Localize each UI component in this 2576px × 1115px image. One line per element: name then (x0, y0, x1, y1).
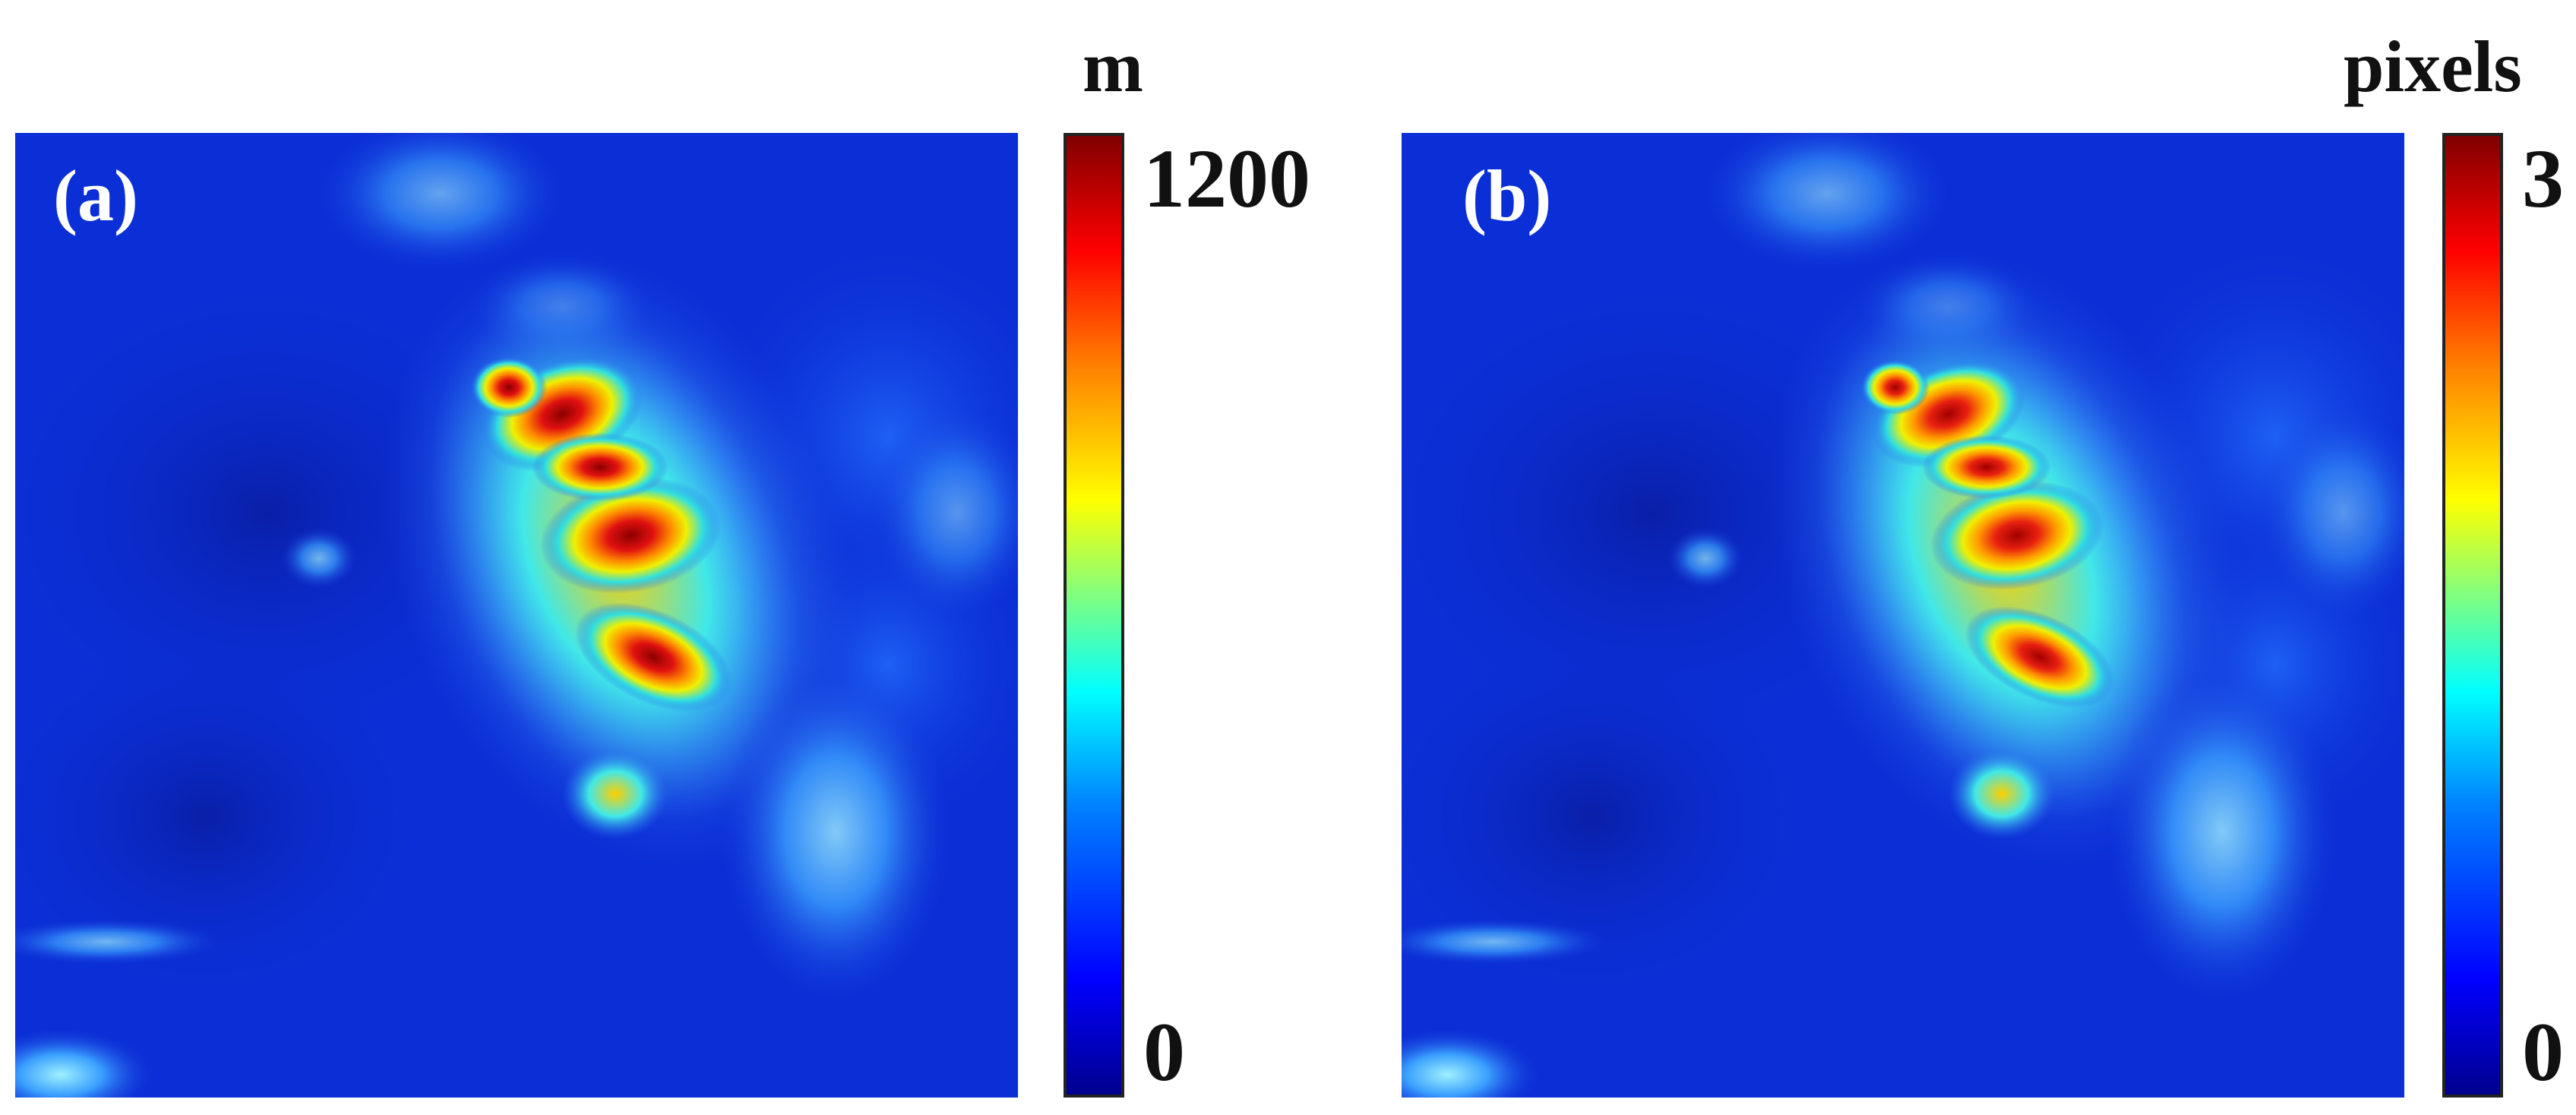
colorbar-min-label-b: 0 (2522, 1006, 2564, 1098)
colorbar-unit-a: m (1083, 26, 1143, 107)
panel-label-a: (a) (53, 155, 138, 236)
terrain-image-a (15, 133, 1018, 1098)
colorbar-min-label-a: 0 (1143, 1006, 1185, 1098)
terrain-image-b (1402, 133, 2404, 1098)
colorbar-a (1064, 133, 1124, 1098)
colorbar-max-label-a: 1200 (1143, 132, 1310, 225)
elevation-map-a (15, 133, 1018, 1098)
elevation-map-b (1402, 133, 2404, 1098)
colorbar-max-label-b: 3 (2522, 132, 2564, 225)
colorbar-unit-b: pixels (2344, 26, 2522, 107)
panel-label-b: (b) (1462, 155, 1552, 236)
colorbar-b (2442, 133, 2503, 1098)
